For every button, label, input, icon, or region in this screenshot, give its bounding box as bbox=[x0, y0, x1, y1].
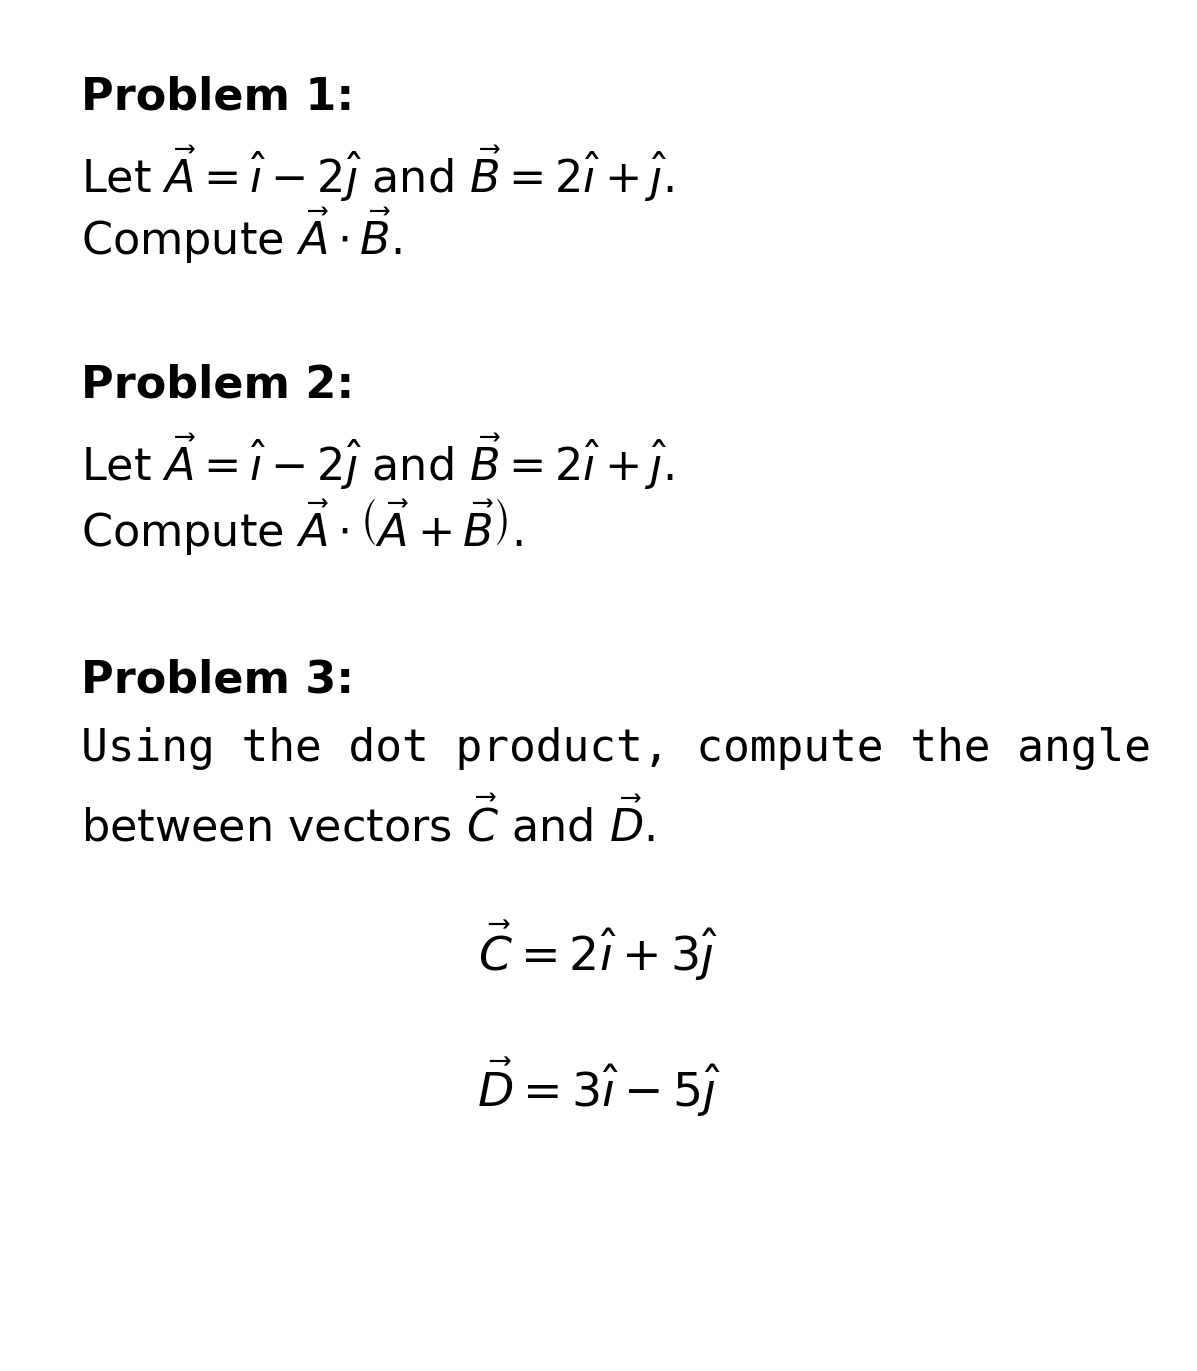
Text: Let $\vec{A} = \hat{\imath} - 2\hat{\jmath}$ and $\vec{B} = 2\hat{\imath} + \hat: Let $\vec{A} = \hat{\imath} - 2\hat{\jma… bbox=[81, 432, 674, 492]
Text: Problem 3:: Problem 3: bbox=[81, 658, 354, 701]
Text: Compute $\vec{A} \cdot \vec{B}$.: Compute $\vec{A} \cdot \vec{B}$. bbox=[81, 206, 402, 266]
Text: $\vec{D} = 3\hat{\imath} - 5\hat{\jmath}$: $\vec{D} = 3\hat{\imath} - 5\hat{\jmath}… bbox=[476, 1056, 721, 1119]
Text: $\vec{C} = 2\hat{\imath} + 3\hat{\jmath}$: $\vec{C} = 2\hat{\imath} + 3\hat{\jmath}… bbox=[479, 919, 718, 983]
Text: between vectors $\vec{C}$ and $\vec{D}$.: between vectors $\vec{C}$ and $\vec{D}$. bbox=[81, 798, 655, 850]
Text: Problem 2:: Problem 2: bbox=[81, 363, 354, 406]
Text: Using the dot product, compute the angle: Using the dot product, compute the angle bbox=[81, 727, 1152, 769]
Text: Compute $\vec{A} \cdot \left(\vec{A} + \vec{B}\right)$.: Compute $\vec{A} \cdot \left(\vec{A} + \… bbox=[81, 496, 523, 557]
Text: Problem 1:: Problem 1: bbox=[81, 75, 354, 118]
Text: Let $\vec{A} = \hat{\imath} - 2\hat{\jmath}$ and $\vec{B} = 2\hat{\imath} + \hat: Let $\vec{A} = \hat{\imath} - 2\hat{\jma… bbox=[81, 144, 674, 204]
